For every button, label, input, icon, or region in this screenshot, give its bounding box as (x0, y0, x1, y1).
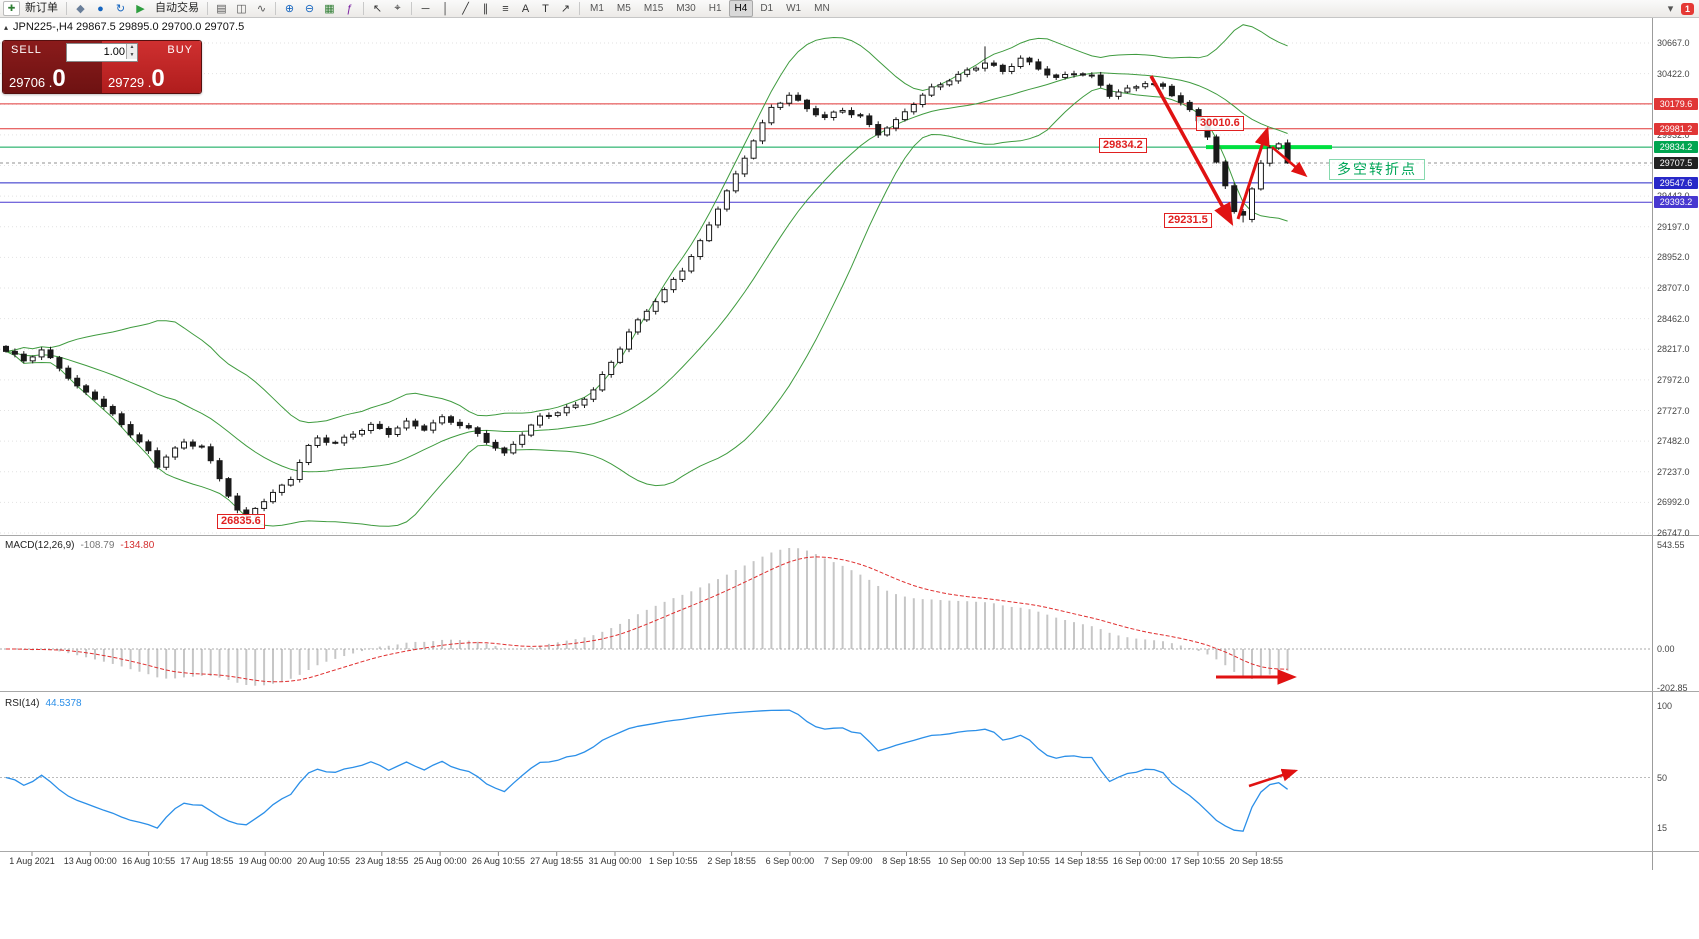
macd-main-value: -108.79 (80, 540, 115, 551)
macd-signal-value: -134.80 (120, 540, 155, 551)
cursor-icon[interactable]: ↖ (372, 3, 383, 15)
horizontal-line-icon[interactable]: ─ (421, 2, 430, 15)
refresh-icon[interactable]: ↻ (115, 3, 126, 15)
toolbar-separator (66, 2, 67, 15)
toolbar-separator (363, 2, 364, 15)
candlestick-chart-icon[interactable]: ◫ (236, 3, 247, 15)
buy-price: 29729 .0 (108, 65, 165, 92)
trendline-icon[interactable]: ╱ (462, 3, 469, 15)
volume-down-button[interactable]: ▼ (127, 51, 137, 59)
vertical-line-icon[interactable]: │ (442, 2, 449, 15)
buy-button[interactable]: BUY 29729 .0 (102, 41, 201, 93)
volume-spinner: ▲ ▼ (126, 44, 137, 59)
toolbar-separator (207, 2, 208, 15)
rsi-indicator (0, 709, 1653, 832)
timeframe-button-m15[interactable]: M15 (643, 3, 664, 14)
bollinger-bands (5, 24, 1288, 527)
volume-input[interactable] (67, 44, 127, 59)
toolbar: ✚ 新订单 ◆ ● ↻ ▶ 自动交易 ▤ ◫ ∿ ⊕ ⊖ ▦ ƒ ↖ ⌖ ─ │ ╱ ∥ ≡ A T ↗ M1 M5 M15 M30 H… (0, 0, 1699, 18)
autotrade-button[interactable]: 自动交易 (155, 2, 199, 14)
sell-price: 29706 .0 (9, 65, 66, 92)
volume-field: ▲ ▼ (66, 43, 138, 62)
timeframe-button-m30[interactable]: M30 (676, 3, 696, 14)
navigator-icon[interactable]: ● (97, 2, 104, 15)
rsi-label: RSI(14) (5, 698, 40, 709)
text-icon[interactable]: A (521, 2, 530, 15)
macd-indicator (0, 547, 1653, 686)
label-icon[interactable]: T (542, 2, 549, 15)
macd-label: MACD(12,26,9) (5, 540, 75, 551)
toolbar-separator (411, 2, 412, 15)
timeframe-button-h1[interactable]: H1 (708, 3, 722, 14)
notification-badge[interactable]: 1 (1680, 2, 1694, 15)
timeframe-button-d1[interactable]: D1 (760, 3, 774, 14)
autotrade-play-icon[interactable]: ▶ (136, 3, 145, 15)
fibonacci-icon[interactable]: ≡ (502, 2, 509, 15)
indicators-icon[interactable]: ƒ (346, 2, 353, 15)
grid-icon[interactable]: ▦ (324, 3, 335, 15)
timeframe-button-w1[interactable]: W1 (786, 3, 802, 14)
symbol-info: ▴ JPN225-,H4 29867.5 29895.0 29700.0 297… (4, 21, 244, 33)
crosshair-icon[interactable]: ⌖ (394, 2, 401, 14)
toolbar-separator (579, 2, 580, 15)
pane-separators (0, 18, 1699, 870)
zoom-in-icon[interactable]: ⊕ (284, 3, 295, 15)
new-order-chart-icon[interactable]: ✚ (3, 1, 20, 16)
new-order-button[interactable]: 新订单 (25, 2, 58, 14)
rsi-title: RSI(14) 44.5378 (5, 698, 82, 709)
rsi-value: 44.5378 (45, 698, 82, 709)
channel-icon[interactable]: ∥ (482, 3, 489, 15)
collapse-panel-icon[interactable]: ▴ (4, 22, 9, 32)
chart-profile-icon[interactable]: ▾ (1667, 3, 1674, 15)
sell-label: SELL (11, 44, 42, 56)
toolbar-separator (275, 2, 276, 15)
candlestick-series (3, 46, 1291, 522)
macd-title: MACD(12,26,9) -108.79 -134.80 (5, 540, 154, 551)
timeframe-button-mn[interactable]: MN (814, 3, 830, 14)
line-chart-icon[interactable]: ∿ (256, 3, 267, 15)
timeframe-button-m5[interactable]: M5 (616, 3, 631, 14)
one-click-trading-panel: SELL 29706 .0 BUY 29729 .0 ▲ ▼ (2, 40, 202, 94)
annotation-arrows[interactable] (1149, 75, 1308, 788)
arrows-icon[interactable]: ↗ (560, 3, 571, 15)
symbol-ohlc-text: JPN225-,H4 29867.5 29895.0 29700.0 29707… (13, 21, 245, 33)
timeframe-button-h4[interactable]: H4 (728, 0, 754, 17)
horizontal-level-lines[interactable] (0, 103, 1653, 203)
bar-chart-icon[interactable]: ▤ (216, 3, 227, 15)
buy-label: BUY (167, 44, 193, 56)
market-watch-icon[interactable]: ◆ (76, 3, 85, 15)
timeframe-button-m1[interactable]: M1 (590, 3, 604, 14)
volume-up-button[interactable]: ▲ (127, 44, 137, 52)
zoom-out-icon[interactable]: ⊖ (304, 3, 315, 15)
